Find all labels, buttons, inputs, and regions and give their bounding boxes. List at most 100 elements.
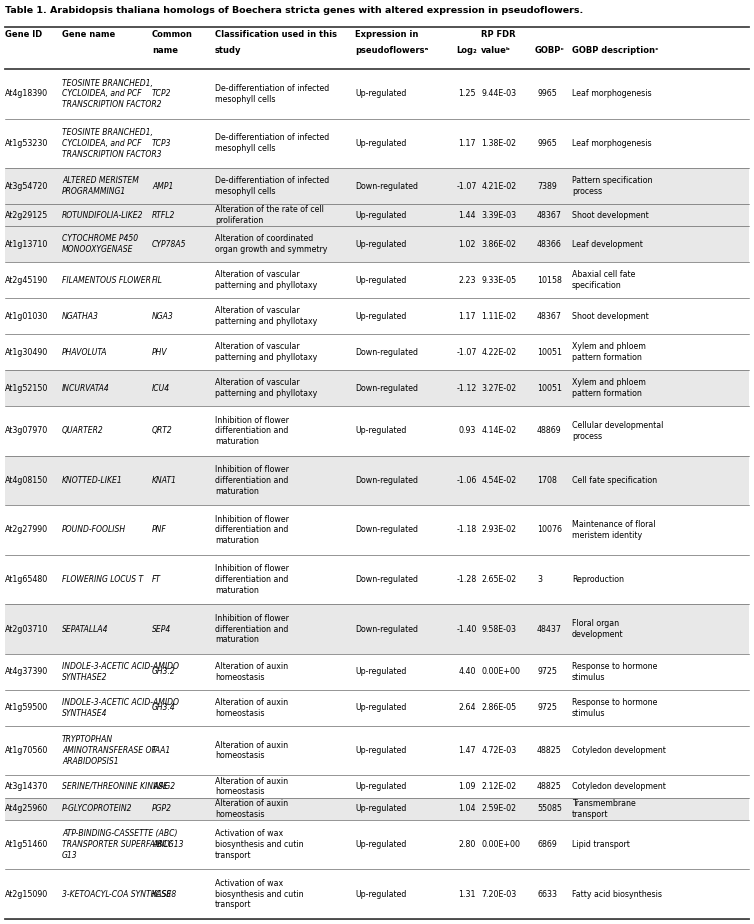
Text: 4.54E-02: 4.54E-02 <box>482 476 516 485</box>
Text: TCP2: TCP2 <box>152 90 171 98</box>
Text: Alteration of vascular
patterning and phyllotaxy: Alteration of vascular patterning and ph… <box>215 271 317 290</box>
Text: INCURVATA4: INCURVATA4 <box>62 383 110 393</box>
Text: 9.44E-03: 9.44E-03 <box>482 90 516 98</box>
Text: NGA3: NGA3 <box>152 311 173 321</box>
Text: KNAT1: KNAT1 <box>152 476 177 485</box>
Text: 2.23: 2.23 <box>458 275 476 285</box>
Bar <box>5 168 749 204</box>
Text: 2.12E-02: 2.12E-02 <box>482 782 516 791</box>
Bar <box>5 226 749 262</box>
Text: Fatty acid biosynthesis: Fatty acid biosynthesis <box>572 890 662 899</box>
Text: TCP3: TCP3 <box>152 139 171 148</box>
Text: 3.39E-03: 3.39E-03 <box>482 211 516 220</box>
Text: GH3.4: GH3.4 <box>152 703 176 712</box>
Text: 1.17: 1.17 <box>458 311 476 321</box>
Text: RTFL2: RTFL2 <box>152 211 176 220</box>
Text: 2.80: 2.80 <box>458 840 476 849</box>
Text: At2g27990: At2g27990 <box>5 526 48 534</box>
Text: WAG2: WAG2 <box>152 782 175 791</box>
Text: 9.58E-03: 9.58E-03 <box>482 625 516 634</box>
Text: De-differentiation of infected
mesophyll cells: De-differentiation of infected mesophyll… <box>215 133 329 153</box>
Text: GOBPᶜ: GOBPᶜ <box>535 46 565 55</box>
Text: Cellular developmental
process: Cellular developmental process <box>572 421 664 441</box>
Text: 4.14E-02: 4.14E-02 <box>482 426 516 435</box>
Text: At1g53230: At1g53230 <box>5 139 48 148</box>
Text: FT: FT <box>152 575 161 584</box>
Text: FIL: FIL <box>152 275 163 285</box>
Text: Up-regulated: Up-regulated <box>355 667 406 676</box>
Text: Up-regulated: Up-regulated <box>355 311 406 321</box>
Text: At4g37390: At4g37390 <box>5 667 48 676</box>
Text: ROTUNDIFOLIA-LIKE2: ROTUNDIFOLIA-LIKE2 <box>62 211 143 220</box>
Text: Inhibition of flower
differentiation and
maturation: Inhibition of flower differentiation and… <box>215 565 289 595</box>
Text: Up-regulated: Up-regulated <box>355 426 406 435</box>
Text: -1.12: -1.12 <box>457 383 477 393</box>
Text: 6869: 6869 <box>537 840 556 849</box>
Text: -1.06: -1.06 <box>457 476 477 485</box>
Bar <box>5 370 749 406</box>
Text: At2g03710: At2g03710 <box>5 625 48 634</box>
Text: 1.44: 1.44 <box>458 211 476 220</box>
Text: FILAMENTOUS FLOWER: FILAMENTOUS FLOWER <box>62 275 151 285</box>
Text: Floral organ
development: Floral organ development <box>572 619 624 639</box>
Text: NGATHA3: NGATHA3 <box>62 311 99 321</box>
Text: Down-regulated: Down-regulated <box>355 476 418 485</box>
Text: Expression in: Expression in <box>355 30 418 39</box>
Text: Up-regulated: Up-regulated <box>355 804 406 813</box>
Text: Leaf morphogenesis: Leaf morphogenesis <box>572 139 651 148</box>
Text: Up-regulated: Up-regulated <box>355 782 406 791</box>
Text: Leaf morphogenesis: Leaf morphogenesis <box>572 90 651 98</box>
Text: PNF: PNF <box>152 526 167 534</box>
Text: At1g59500: At1g59500 <box>5 703 48 712</box>
Text: ICU4: ICU4 <box>152 383 170 393</box>
Text: 48869: 48869 <box>537 426 562 435</box>
Text: Cotyledon development: Cotyledon development <box>572 782 666 791</box>
Text: GH3.2: GH3.2 <box>152 667 176 676</box>
Bar <box>5 604 749 654</box>
Text: 3-KETOACYL-COA SYNTHASE8: 3-KETOACYL-COA SYNTHASE8 <box>62 890 176 899</box>
Text: SERINE/THREONINE KINASE: SERINE/THREONINE KINASE <box>62 782 168 791</box>
Text: RP FDR: RP FDR <box>481 30 516 39</box>
Text: 1.09: 1.09 <box>458 782 476 791</box>
Text: Gene name: Gene name <box>62 30 115 39</box>
Text: valueᵇ: valueᵇ <box>481 46 511 55</box>
Text: Maintenance of floral
meristem identity: Maintenance of floral meristem identity <box>572 520 655 540</box>
Text: At2g15090: At2g15090 <box>5 890 48 899</box>
Text: Classification used in this: Classification used in this <box>215 30 337 39</box>
Bar <box>5 456 749 505</box>
Text: KNOTTED-LIKE1: KNOTTED-LIKE1 <box>62 476 123 485</box>
Text: At3g54720: At3g54720 <box>5 182 48 190</box>
Text: Cell fate specification: Cell fate specification <box>572 476 657 485</box>
Text: TAA1: TAA1 <box>152 746 171 755</box>
Text: 3.27E-02: 3.27E-02 <box>482 383 516 393</box>
Text: At4g08150: At4g08150 <box>5 476 48 485</box>
Text: 2.64: 2.64 <box>458 703 476 712</box>
Text: SEP4: SEP4 <box>152 625 171 634</box>
Bar <box>5 797 749 820</box>
Text: Activation of wax
biosynthesis and cutin
transport: Activation of wax biosynthesis and cutin… <box>215 830 304 860</box>
Text: At4g18390: At4g18390 <box>5 90 48 98</box>
Text: Up-regulated: Up-regulated <box>355 139 406 148</box>
Text: Alteration of auxin
homeostasis: Alteration of auxin homeostasis <box>215 741 288 760</box>
Text: Alteration of auxin
homeostasis: Alteration of auxin homeostasis <box>215 799 288 819</box>
Text: 1.04: 1.04 <box>458 804 476 813</box>
Text: 6633: 6633 <box>537 890 557 899</box>
Text: Alteration of vascular
patterning and phyllotaxy: Alteration of vascular patterning and ph… <box>215 306 317 326</box>
Text: ALTERED MERISTEM
PROGRAMMING1: ALTERED MERISTEM PROGRAMMING1 <box>62 176 139 196</box>
Text: Inhibition of flower
differentiation and
maturation: Inhibition of flower differentiation and… <box>215 515 289 545</box>
Text: 1.25: 1.25 <box>458 90 476 98</box>
Text: CYTOCHROME P450
MONOOXYGENASE: CYTOCHROME P450 MONOOXYGENASE <box>62 235 138 254</box>
Text: 48825: 48825 <box>537 746 562 755</box>
Text: Activation of wax
biosynthesis and cutin
transport: Activation of wax biosynthesis and cutin… <box>215 879 304 909</box>
Text: Reproduction: Reproduction <box>572 575 624 584</box>
Text: At2g29125: At2g29125 <box>5 211 48 220</box>
Text: 55085: 55085 <box>537 804 562 813</box>
Text: 1.02: 1.02 <box>458 240 476 249</box>
Text: Alteration of the rate of cell
proliferation: Alteration of the rate of cell prolifera… <box>215 205 324 225</box>
Text: Response to hormone
stimulus: Response to hormone stimulus <box>572 698 657 718</box>
Text: -1.28: -1.28 <box>457 575 477 584</box>
Text: At2g45190: At2g45190 <box>5 275 48 285</box>
Text: QUARTER2: QUARTER2 <box>62 426 104 435</box>
Text: Up-regulated: Up-regulated <box>355 703 406 712</box>
Text: Shoot development: Shoot development <box>572 211 648 220</box>
